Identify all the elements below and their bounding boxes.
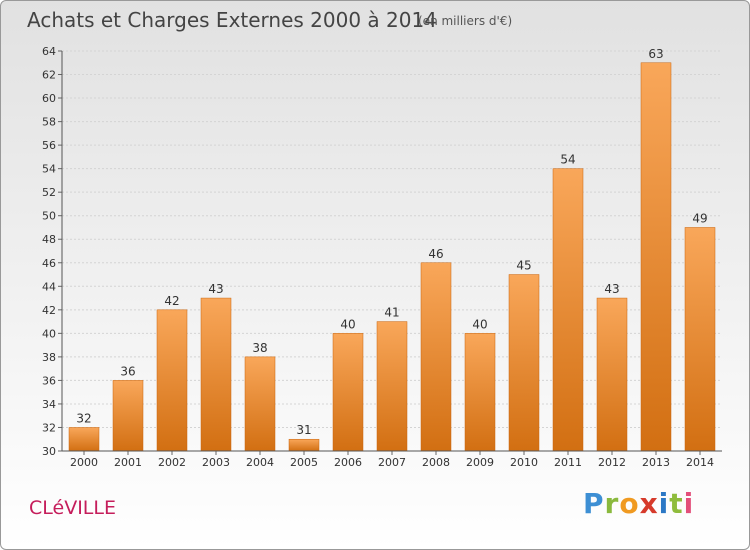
bar-2013 (640, 62, 672, 452)
axes (61, 51, 722, 452)
bar-2012 (596, 297, 628, 452)
y-tick-label: 36 (42, 374, 56, 387)
x-tick-label-2006: 2006 (334, 456, 362, 469)
bar-2001 (112, 380, 144, 452)
x-tick-label-2002: 2002 (158, 456, 186, 469)
y-tick-label: 40 (42, 327, 56, 340)
bar-2009 (464, 333, 496, 452)
data-label-2007: 41 (384, 306, 399, 320)
data-label-2003: 43 (208, 282, 223, 296)
x-tick-label-2010: 2010 (510, 456, 538, 469)
bar-2003 (200, 297, 232, 452)
data-label-2009: 40 (472, 317, 487, 331)
data-label-2011: 54 (560, 153, 575, 167)
y-axis-ticks: 30 32 34 36 38 40 42 44 46 48 50 52 54 56 58 60 62 64 (42, 45, 62, 458)
bars (68, 62, 716, 452)
y-tick-label: 58 (42, 116, 56, 129)
bar-2002 (156, 309, 188, 452)
y-tick-label: 56 (42, 139, 56, 152)
bar-2011 (552, 168, 584, 452)
x-tick-label-2000: 2000 (70, 456, 98, 469)
y-tick-label: 34 (42, 398, 56, 411)
x-tick-label-2001: 2001 (114, 456, 142, 469)
y-tick-label: 52 (42, 186, 56, 199)
data-label-2014: 49 (692, 211, 707, 225)
data-label-2000: 32 (76, 411, 91, 425)
y-tick-label: 54 (42, 163, 56, 176)
bar-2005 (288, 438, 320, 452)
bar-2006 (332, 333, 364, 452)
y-tick-label: 44 (42, 280, 56, 293)
x-tick-label-2005: 2005 (290, 456, 318, 469)
x-tick-label-2014: 2014 (686, 456, 714, 469)
proxiti-logo: Proxiti (583, 487, 695, 520)
x-tick-label-2008: 2008 (422, 456, 450, 469)
chart-unit: (en milliers d'€) (418, 14, 513, 28)
data-labels: 32 36 42 43 38 31 40 41 46 40 45 54 43 63 49 (76, 47, 707, 437)
bar-2014 (684, 227, 716, 452)
data-label-2002: 42 (164, 294, 179, 308)
data-label-2010: 45 (516, 259, 531, 273)
data-label-2004: 38 (252, 341, 267, 355)
x-tick-label-2013: 2013 (642, 456, 670, 469)
data-label-2012: 43 (604, 282, 619, 296)
bar-2004 (244, 356, 276, 452)
data-label-2013: 63 (648, 47, 663, 61)
bar-2000 (68, 427, 100, 452)
y-tick-label: 32 (42, 421, 56, 434)
bar-2010 (508, 274, 540, 452)
y-tick-label: 42 (42, 304, 56, 317)
data-label-2008: 46 (428, 247, 443, 261)
y-tick-label: 38 (42, 351, 56, 364)
y-tick-label: 62 (42, 69, 56, 82)
y-tick-label: 50 (42, 210, 56, 223)
data-label-2006: 40 (340, 317, 355, 331)
place-name: CLéVILLE (29, 497, 116, 519)
x-axis-ticks: 2000 2001 2002 2003 2004 2005 2006 2007 2008 2009… (70, 451, 714, 469)
x-tick-label-2004: 2004 (246, 456, 274, 469)
data-label-2001: 36 (120, 364, 135, 378)
data-label-2005: 31 (296, 423, 311, 437)
y-tick-label: 60 (42, 92, 56, 105)
y-tick-label: 30 (42, 445, 56, 458)
bar-2007 (376, 321, 408, 452)
x-tick-label-2009: 2009 (466, 456, 494, 469)
x-tick-label-2007: 2007 (378, 456, 406, 469)
y-tick-label: 46 (42, 257, 56, 270)
bar-2008 (420, 262, 452, 452)
y-tick-label: 48 (42, 233, 56, 246)
x-tick-label-2011: 2011 (554, 456, 582, 469)
y-tick-label: 64 (42, 45, 56, 58)
x-tick-label-2012: 2012 (598, 456, 626, 469)
chart-title: Achats et Charges Externes 2000 à 2014 (27, 8, 437, 32)
x-tick-label-2003: 2003 (202, 456, 230, 469)
